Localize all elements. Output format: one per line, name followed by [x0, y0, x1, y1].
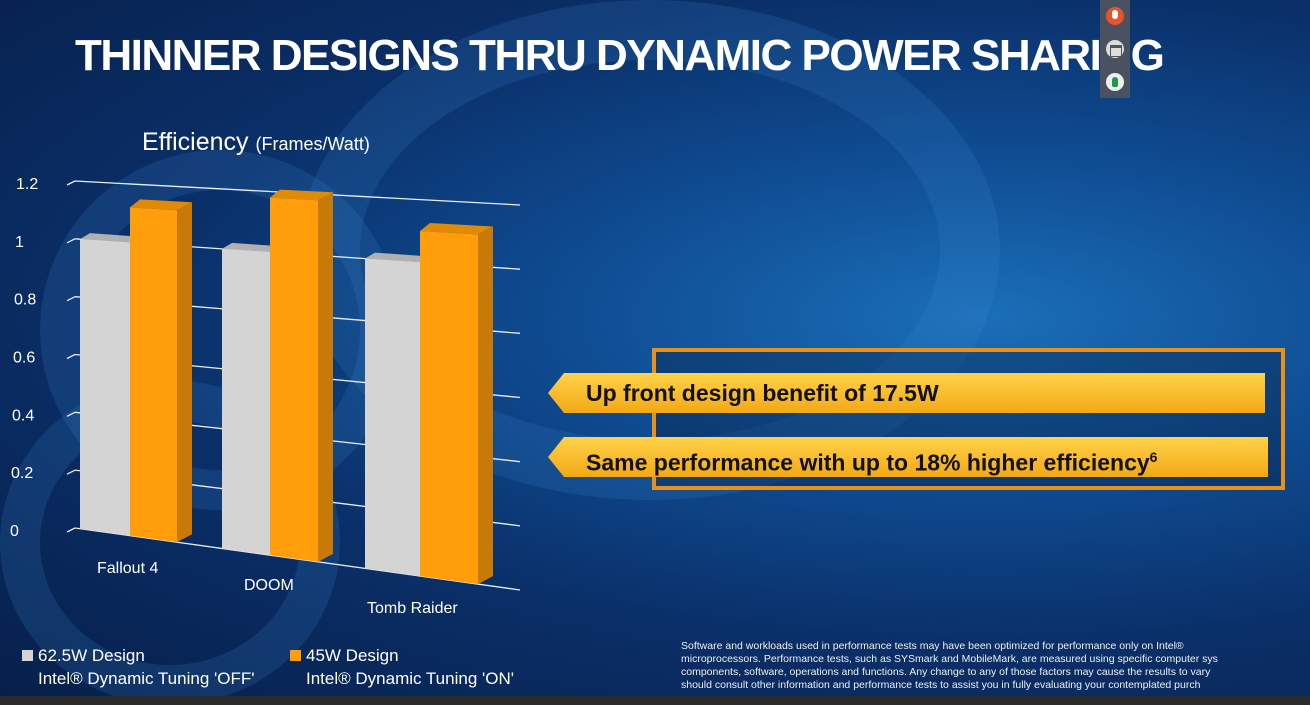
disclaimer: Software and workloads used in performan… [681, 640, 1306, 692]
bar-top-0-1 [130, 199, 192, 211]
gridline-tick [66, 296, 76, 302]
y-tick-label: 0.6 [13, 350, 35, 367]
legend-label: 45W Design [306, 646, 399, 665]
bar-top-1-1 [270, 189, 333, 201]
slide-title: THINNER DESIGNS THRU DYNAMIC POWER SHARI… [75, 31, 1165, 80]
bar-top-2-0 [365, 252, 428, 263]
bar-chart: 0 0.2 0.4 0.6 0.8 1 1.2 Fallout 4 DOOM Tomb Raide… [10, 176, 521, 617]
bar-doom-1 [270, 197, 318, 562]
legend-swatch [22, 650, 33, 661]
legend-sub: Intel® Dynamic Tuning 'OFF' [38, 669, 255, 688]
bar-doom-0 [222, 248, 270, 556]
bar-side-1-1 [318, 192, 333, 562]
gridline-tick [66, 411, 76, 417]
bar-top-1-0 [222, 242, 278, 253]
legend-sub: Intel® Dynamic Tuning 'ON' [306, 669, 514, 688]
disclaimer-line: should consult other information and per… [681, 679, 1201, 691]
bar-tomb-raider-1 [420, 230, 478, 585]
y-tick-label: 1 [15, 234, 24, 251]
x-tick-label: Tomb Raider [367, 600, 458, 617]
x-tick-label: Fallout 4 [97, 560, 158, 577]
legend-item-45w: 45W Design Intel® Dynamic Tuning 'ON' [290, 644, 514, 690]
gridline-tick [66, 527, 76, 533]
callout-text: Same performance with up to 18% higher e… [586, 449, 1150, 476]
callout-banner-1: Up front design benefit of 17.5W [548, 373, 1265, 413]
disclaimer-line: components, software, operations and fun… [681, 666, 1211, 678]
x-tick-label: DOOM [244, 577, 294, 594]
microphone-icon[interactable] [1106, 7, 1124, 26]
callout-banner-2: Same performance with up to 18% higher e… [548, 437, 1268, 477]
bar-top-2-1 [420, 222, 493, 235]
y-tick-label: 0 [10, 523, 19, 540]
gridline-tick [66, 353, 76, 360]
bar-side-0-1 [177, 202, 192, 543]
legend-label: 62.5W Design [38, 646, 145, 665]
hand-icon[interactable] [1106, 72, 1124, 91]
floating-toolbar [1100, 0, 1130, 98]
footnote-mark: 6 [1149, 449, 1158, 465]
gridline-tick [66, 238, 76, 244]
y-tick-label: 0.2 [11, 465, 33, 482]
gridline-tick [66, 469, 76, 475]
chart-title-text: Efficiency [142, 128, 249, 156]
bottom-bar [0, 696, 1310, 705]
disclaimer-line: Software and workloads used in performan… [681, 640, 1184, 652]
chart-title: Efficiency (Frames/Watt) [142, 128, 370, 157]
bar-fallout-4-1 [130, 207, 177, 543]
y-tick-label: 1.2 [16, 176, 38, 193]
bar-top-0-0 [80, 233, 138, 243]
legend-swatch [290, 650, 301, 661]
window-icon[interactable] [1106, 39, 1124, 58]
y-tick-label: 0.4 [12, 407, 34, 424]
bar-tomb-raider-0 [365, 258, 420, 577]
legend-item-62w: 62.5W Design Intel® Dynamic Tuning 'OFF' [22, 644, 254, 690]
y-tick-label: 0.8 [14, 292, 36, 309]
disclaimer-line: microprocessors. Performance tests, such… [681, 653, 1218, 665]
chart-unit: (Frames/Watt) [255, 134, 370, 154]
bar-side-2-1 [478, 226, 493, 585]
gridline-tick [66, 180, 76, 186]
bar-fallout-4-0 [80, 239, 130, 536]
